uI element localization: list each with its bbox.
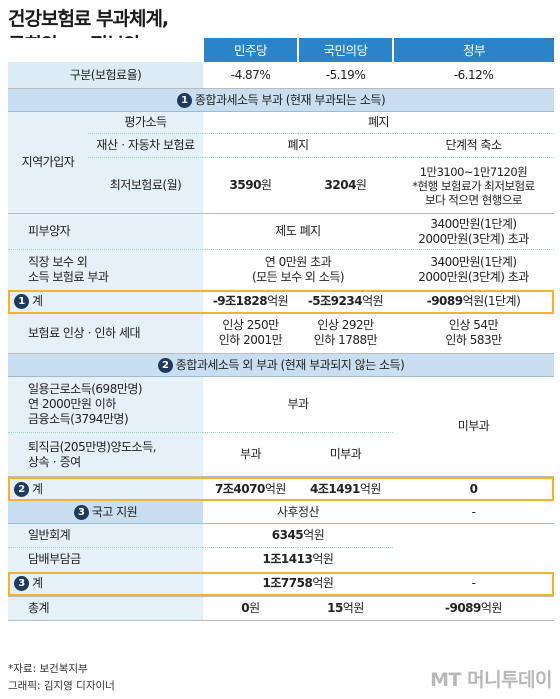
sum-3-number: 3 — [14, 576, 29, 591]
dambae-label: 담배부담금 — [8, 547, 203, 572]
total-minju: 0원 — [241, 600, 260, 615]
jikjang-value-12: 연 0만원 초과 (모든 보수 외 소득) — [251, 254, 345, 284]
comparison-table: 민주당 국민의당 정부 구분(보험료율) -4.87% -5.19% -6.12… — [8, 38, 554, 621]
toejik-minju: 부과 — [239, 447, 262, 461]
row-dambae: 담배부담금 1조1413억원 — [8, 547, 554, 572]
pyeongga-value: 폐지 — [203, 111, 554, 134]
section-2-title: 종합과세소득 외 부과 (현재 부과되지 않는 소득) — [175, 357, 405, 372]
jaesan-value-12: 폐지 — [203, 133, 393, 158]
jikjang-value-3: 3400만원(1단계) 2000만원(3단계) 초과 — [418, 254, 529, 284]
section-3-number: 3 — [73, 504, 89, 520]
pibuyang-value-12: 제도 폐지 — [275, 224, 321, 238]
section-1-title: 종합과세소득 부과 (현재 부과되는 소득) — [194, 92, 386, 107]
header-government: 정부 — [392, 38, 554, 62]
total-gukmin: 15억원 — [327, 600, 364, 615]
ilyong-value-3: 미부과 — [393, 376, 554, 477]
rate-minju: -4.87% — [203, 62, 298, 89]
sum-2-gukmin: 4조1491억원 — [310, 481, 381, 496]
section-3-header: 3 국고 지원 사후정산 - — [8, 501, 554, 524]
row-choejeo: 최저보험료(월) 3590원 3204원 1만3100~1만7120원 *현행 … — [8, 157, 554, 214]
inha-minju: 인상 250만 인하 2001만 — [218, 318, 283, 348]
jikjang-label: 직장 보수 외 소득 보험료 부과 — [8, 249, 203, 290]
row-toejik: 퇴직금(205만명)양도소득, 상속ㆍ증여 부과 미부과 — [8, 432, 554, 477]
section-1-number: 1 — [176, 92, 192, 108]
row-pibuyang: 피부양자 제도 폐지 3400만원(1단계) 2000만원(3단계) 초과 — [8, 213, 554, 250]
jiyeok-label: 지역가입자 — [8, 111, 88, 214]
choejeo-value-3: 1만3100~1만7120원 *현행 보험료가 최저보험료 보다 적으면 현행으… — [412, 164, 535, 207]
section-3-value-3: - — [393, 501, 554, 524]
choejeo-label: 최저보험료(월) — [88, 157, 203, 214]
inha-government: 인상 54만 인하 583만 — [445, 318, 502, 348]
ilban-dambae-gov — [393, 524, 554, 572]
sum-3-government: - — [471, 576, 476, 590]
sum-2-government: 0 — [469, 481, 478, 496]
row-pyeongga: 지역가입자 평가소득 폐지 — [8, 111, 554, 214]
jaesan-value-3: 단계적 축소 — [393, 133, 554, 158]
ilban-label: 일반회계 — [8, 523, 203, 548]
inha-label: 보험료 인상ㆍ인하 세대 — [8, 313, 203, 354]
row-inha: 보험료 인상ㆍ인하 세대 인상 250만 인하 2001만 인상 292만 인하 1… — [8, 313, 554, 354]
pibuyang-value-3: 3400만원(1단계) 2000만원(3단계) 초과 — [418, 216, 529, 246]
publisher-logo: MT 머니투데이 — [430, 669, 552, 691]
rate-gukmin: -5.19% — [298, 62, 393, 89]
row-jikjang: 직장 보수 외 소득 보험료 부과 연 0만원 초과 (모든 보수 외 소득) … — [8, 249, 554, 290]
ilyong-value-12: 부과 — [287, 397, 309, 411]
header-minju: 민주당 — [202, 38, 298, 62]
source-note: *자료: 보건복지부 그래픽: 김지영 디자이너 — [8, 661, 115, 695]
jaesan-label: 재산ㆍ자동차 보험료 — [88, 133, 203, 158]
sum-1-minju: -9조1828억원 — [212, 294, 289, 308]
title-line-1: 건강보험료 부과체계, — [8, 8, 169, 30]
inha-gukmin: 인상 292만 인하 1788만 — [313, 318, 378, 348]
section-1-header: 1 종합과세소득 부과 (현재 부과되는 소득) — [8, 88, 554, 112]
sum-3-value: 1조7758억원 — [262, 576, 334, 590]
section-2-header: 2 종합과세소득 외 부과 (현재 부과되지 않는 소득) — [8, 353, 554, 377]
section-3-value-12: 사후정산 — [203, 501, 393, 524]
toejik-label: 퇴직금(205만명)양도소득, 상속ㆍ증여 — [8, 432, 203, 477]
sum-1-gukmin: -5조9234억원 — [307, 294, 384, 308]
dambae-value: 1조1413억원 — [262, 552, 334, 567]
rate-label: 구분(보험료율) — [8, 62, 203, 89]
sum-3-label: 계 — [32, 576, 43, 590]
pibuyang-label: 피부양자 — [8, 213, 203, 250]
section-3-title: 국고 지원 — [91, 504, 138, 519]
total-government: -9089억원 — [445, 600, 502, 615]
row-ilyong: 일용근로소득(698만명) 연 2000만원 이하 금융소득(3794만명) 부… — [8, 376, 554, 477]
total-label: 총계 — [8, 596, 203, 620]
pyeongga-label: 평가소득 — [88, 111, 203, 134]
rate-government: -6.12% — [393, 62, 554, 89]
total-row: 총계 0원 15억원 -9089억원 — [8, 596, 554, 620]
header-row: 민주당 국민의당 정부 — [8, 38, 554, 62]
source-text: *자료: 보건복지부 — [8, 663, 88, 675]
sum-2-number: 2 — [14, 481, 29, 497]
row-ilban: 일반회계 6345억원 — [8, 523, 554, 548]
ilban-value: 6345억원 — [271, 528, 325, 542]
rate-row: 구분(보험료율) -4.87% -5.19% -6.12% — [8, 62, 554, 89]
sum-2-label: 계 — [32, 481, 43, 496]
section-2-number: 2 — [157, 357, 173, 373]
sum-2-minju: 7조4070억원 — [215, 481, 286, 496]
choejeo-value-1: 3590원 — [229, 178, 272, 192]
choejeo-value-2: 3204원 — [324, 178, 367, 192]
ilyong-label: 일용근로소득(698만명) 연 2000만원 이하 금융소득(3794만명) — [8, 376, 203, 433]
row-jaesan: 재산ㆍ자동차 보험료 폐지 단계적 축소 — [8, 133, 554, 158]
header-gukmin: 국민의당 — [297, 38, 393, 62]
sum-1-label: 계 — [32, 294, 43, 308]
sum-1-number: 1 — [14, 294, 29, 309]
graphic-credit: 그래픽: 김지영 디자이너 — [8, 680, 115, 692]
sum-1-government: -9089억원(1단계) — [426, 294, 521, 308]
toejik-gukmin: 미부과 — [329, 447, 362, 461]
